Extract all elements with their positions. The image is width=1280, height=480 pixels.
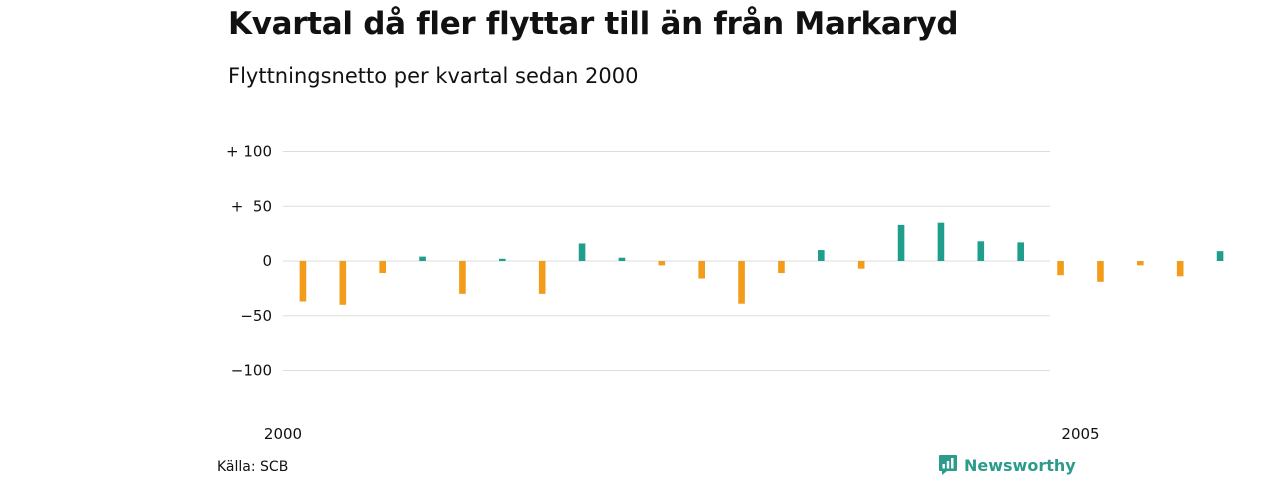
bar — [778, 261, 785, 274]
chart-subtitle: Flyttningsnetto per kvartal sedan 2000 — [228, 64, 639, 88]
y-tick-label: 0 — [262, 252, 272, 270]
bar — [299, 261, 307, 302]
bar — [459, 261, 466, 294]
bar — [1057, 261, 1064, 276]
bar — [1097, 261, 1104, 282]
bar — [538, 261, 546, 294]
bar — [738, 261, 745, 304]
x-tick-label: 2000 — [264, 425, 302, 443]
brand-name: Newsworthy — [964, 455, 1076, 475]
y-tick-label: + 50 — [231, 197, 272, 215]
bar — [857, 261, 865, 269]
grid-lines — [283, 151, 1050, 371]
bar — [658, 261, 666, 266]
bar — [698, 261, 705, 279]
brand-logo: Newsworthy — [938, 454, 1076, 476]
bar — [578, 243, 586, 261]
bar — [1017, 242, 1024, 261]
bar — [419, 256, 426, 261]
x-axis-ticks: 20002005201020152020 — [264, 425, 1100, 443]
bar — [618, 257, 626, 261]
bar-chart: + 100+ 500−50−100 20002005201020152020 — [226, 143, 1224, 443]
y-tick-label: −50 — [240, 307, 272, 325]
bars — [299, 222, 1224, 305]
source-note: Källa: SCB — [217, 459, 289, 475]
bar — [897, 224, 905, 261]
bar — [499, 258, 506, 261]
bar — [379, 261, 386, 274]
y-tick-label: + 100 — [226, 143, 272, 161]
bar — [977, 241, 985, 261]
bar — [818, 250, 825, 261]
chart-title: Kvartal då fler flyttar till än från Mar… — [228, 6, 959, 42]
newsworthy-logo-icon — [939, 455, 957, 475]
y-axis-ticks: + 100 + 50 0 −50 −100 — [226, 143, 272, 380]
bar — [937, 222, 945, 261]
x-tick-label: 2005 — [1061, 425, 1099, 443]
y-tick-label: −100 — [231, 362, 272, 380]
bar — [339, 261, 347, 305]
bar — [1216, 251, 1224, 261]
bar — [1137, 261, 1144, 266]
bar — [1176, 261, 1184, 277]
